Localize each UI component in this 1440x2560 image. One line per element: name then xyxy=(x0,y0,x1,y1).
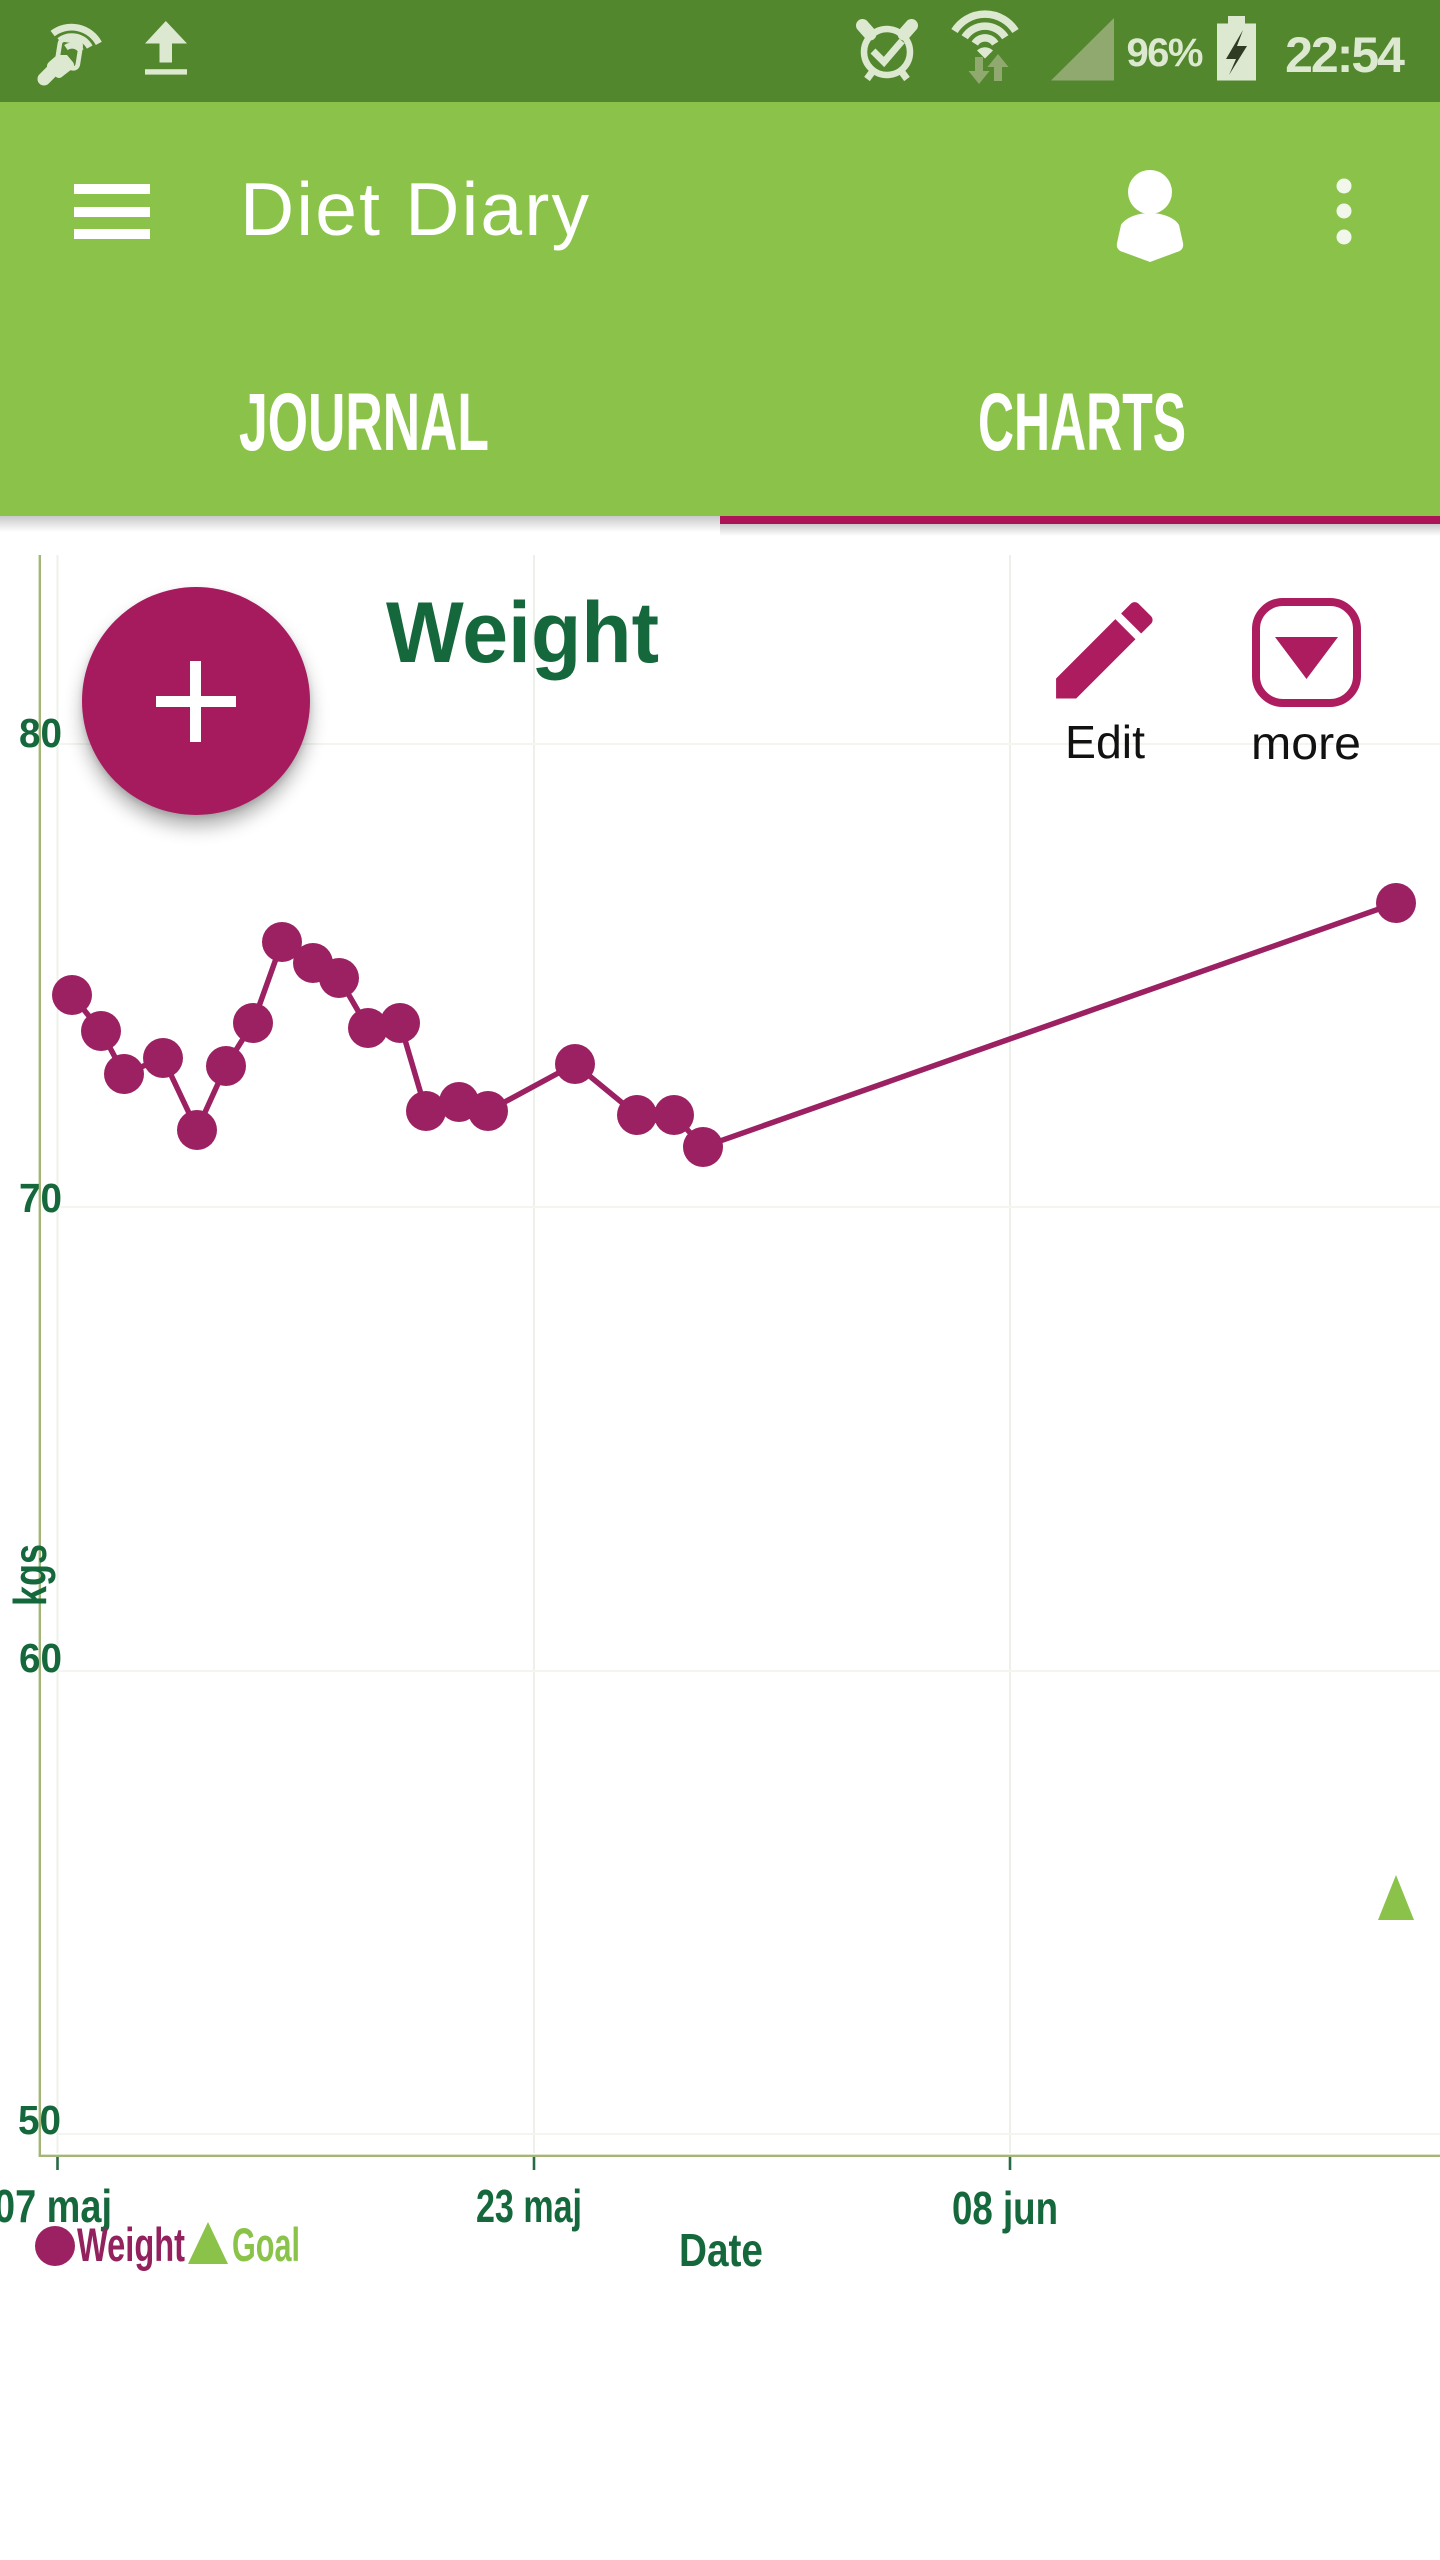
svg-text:Weight: Weight xyxy=(77,2218,185,2271)
svg-text:23 maj: 23 maj xyxy=(476,2180,582,2232)
svg-text:kgs: kgs xyxy=(4,1544,56,1606)
svg-text:70: 70 xyxy=(19,1175,62,1221)
svg-text:Goal: Goal xyxy=(232,2218,300,2271)
svg-text:80: 80 xyxy=(19,710,62,756)
svg-text:07 maj: 07 maj xyxy=(0,2180,112,2232)
svg-text:Weight: Weight xyxy=(386,585,659,681)
svg-text:Edit: Edit xyxy=(1065,716,1145,768)
svg-text:more: more xyxy=(1251,717,1361,769)
svg-text:08 jun: 08 jun xyxy=(952,2182,1058,2234)
svg-text:Date: Date xyxy=(679,2224,763,2276)
svg-text:50: 50 xyxy=(18,2097,61,2143)
svg-text:JOURNAL: JOURNAL xyxy=(239,377,489,468)
svg-text:CHARTS: CHARTS xyxy=(978,377,1186,468)
svg-text:60: 60 xyxy=(19,1635,62,1681)
